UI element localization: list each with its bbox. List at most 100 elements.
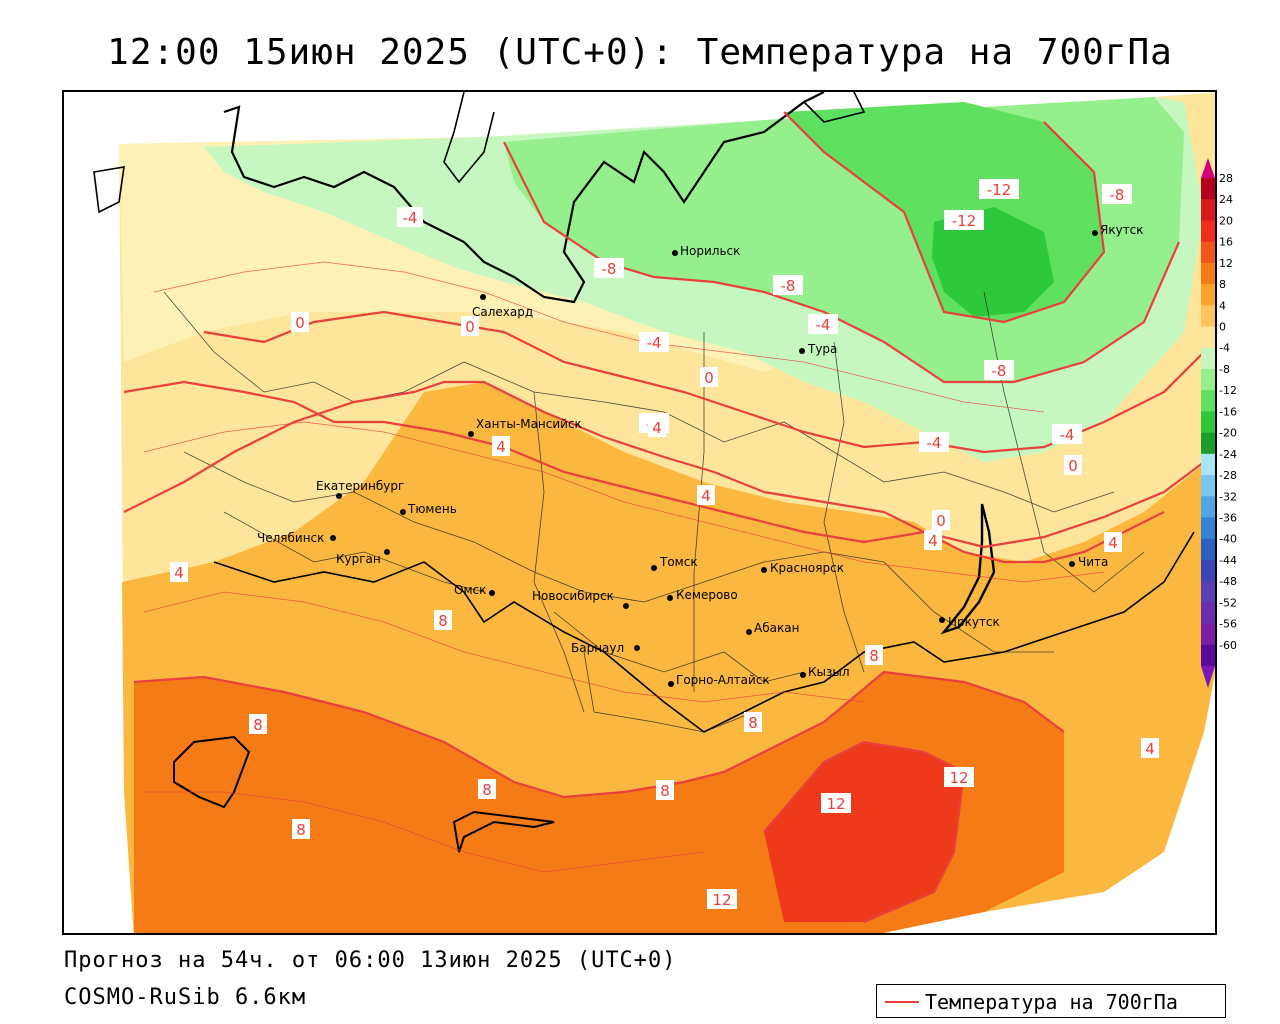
colorbar-cell [1201, 326, 1215, 349]
colorbar-cell [1201, 390, 1215, 412]
city-khanty-mansiysk: Ханты-Мансийск [476, 417, 582, 431]
colorbar-cell [1201, 623, 1215, 646]
isotherm-label: 0 [295, 314, 305, 332]
isotherm-label: -12 [987, 181, 1012, 199]
isotherm-label: 8 [253, 716, 263, 734]
colorbar-tick-label: -44 [1219, 554, 1237, 567]
isotherm-label: 8 [748, 714, 758, 732]
colorbar-top-arrow [1201, 158, 1215, 178]
isotherm-label: 0 [936, 512, 946, 530]
isotherm-label: 12 [712, 891, 731, 909]
lake-balkhash [173, 735, 251, 809]
city-tura: Тура [807, 342, 837, 356]
isotherm-label: 0 [704, 369, 714, 387]
city-novosibirsk: Новосибирск [532, 589, 614, 603]
isotherm-label: -4 [647, 334, 662, 352]
colorbar-cell [1201, 602, 1215, 625]
isotherm-label: 4 [1108, 534, 1118, 552]
colorbar-cell [1201, 284, 1215, 306]
city-tyumen: Тюмень [407, 502, 457, 516]
isotherm-label: 8 [482, 781, 492, 799]
isotherm-label: 4 [652, 419, 662, 437]
colorbar-cell [1201, 178, 1215, 200]
map-title: 12:00 15июн 2025 (UTC+0): Температура на… [107, 32, 1173, 73]
city-ekaterinburg: Екатеринбург [316, 479, 404, 493]
colorbar-cell [1201, 305, 1215, 328]
colorbar-cell [1201, 220, 1215, 243]
isotherm-label: 8 [869, 647, 879, 665]
city-norilsk: Норильск [680, 244, 740, 258]
colorbar-tick-label: 12 [1219, 257, 1233, 270]
colorbar-tick-label: 20 [1219, 214, 1233, 227]
city-yakutsk: Якутск [1100, 223, 1144, 237]
isotherm-label: -4 [927, 434, 942, 452]
colorbar-cell [1201, 496, 1215, 518]
colorbar-tick-label: 16 [1219, 236, 1233, 249]
colorbar-tick-label: -24 [1219, 448, 1237, 461]
lake-khubsugul [452, 810, 555, 853]
colorbar-cell [1201, 644, 1215, 667]
isotherm-label: 0 [1068, 457, 1078, 475]
isotherm-label: 4 [701, 487, 711, 505]
city-kurgan: Курган [336, 552, 381, 566]
legend: Температура на 700гПа [876, 984, 1226, 1018]
isotherm-label: -12 [952, 212, 977, 230]
colorbar-tick-label: -8 [1219, 363, 1230, 376]
colorbar-tick-label: 8 [1219, 278, 1226, 291]
city-tomsk: Томск [659, 555, 698, 569]
isotherm-label: -8 [602, 260, 617, 278]
colorbar-tick-label: -60 [1219, 639, 1237, 652]
colorbar-cell [1201, 559, 1215, 582]
colorbar-tick-label: -28 [1219, 469, 1237, 482]
national-border [213, 531, 1195, 733]
city-kemerovo: Кемерово [676, 588, 738, 602]
city-krasnoyarsk: Красноярск [770, 561, 844, 575]
forecast-info: Прогноз на 54ч. от 06:00 13июн 2025 (UTC… [64, 948, 677, 973]
isotherm-label: 4 [496, 438, 506, 456]
colorbar-tick-label: -16 [1219, 405, 1237, 418]
colorbar-tick-label: -36 [1219, 511, 1237, 524]
colorbar-cell [1201, 411, 1215, 434]
city-barnaul: Барнаул [571, 641, 624, 655]
temperature-colorbar: 28 24 20 16 12 8 4 0 -4 -8 -12 -16 -20 -24 -28 -32 -36 -4… [1201, 158, 1237, 688]
city-kyzyl: Кызыл [808, 665, 850, 679]
colorbar-tick-label: -52 [1219, 596, 1237, 609]
city-gorno-altaysk: Горно-Алтайск [676, 673, 770, 687]
city-irkutsk: Иркутск [948, 615, 1000, 629]
isotherm-label: -4 [816, 316, 831, 334]
colorbar-cell [1201, 199, 1215, 221]
colorbar-bottom-arrow [1201, 666, 1215, 688]
legend-label: Температура на 700гПа [925, 990, 1178, 1014]
colorbar-tick-label: -20 [1219, 427, 1237, 440]
city-chelyabinsk: Челябинск [257, 531, 324, 545]
colorbar-cell [1201, 453, 1215, 476]
colorbar-cell [1201, 538, 1215, 561]
colorbar-tick-label: 4 [1219, 299, 1226, 312]
isotherm-label: 12 [826, 795, 845, 813]
isotherm-label: 4 [1145, 740, 1155, 758]
isotherm-label: 8 [438, 612, 448, 630]
colorbar-cell [1201, 262, 1215, 285]
colorbar-tick-label: 0 [1219, 321, 1226, 334]
temperature-map: Норильск Якутск Салехард Тура Ханты-Манс… [62, 90, 1217, 935]
colorbar-tick-label: -12 [1219, 384, 1237, 397]
colorbar-tick-label: -32 [1219, 490, 1237, 503]
colorbar-cell [1201, 517, 1215, 540]
isotherm-label: 4 [174, 564, 184, 582]
isotherm-label: 0 [465, 318, 475, 336]
coastline [223, 92, 825, 304]
colorbar-cell [1201, 475, 1215, 497]
lake-baikal [940, 503, 996, 635]
colorbar-cell [1201, 347, 1215, 370]
colorbar-tick-label: -40 [1219, 533, 1237, 546]
isotherm-label: 12 [949, 769, 968, 787]
isotherm-label: -8 [781, 277, 796, 295]
colorbar-cell [1201, 432, 1215, 455]
isotherm-label: -8 [1110, 186, 1125, 204]
colorbar-tick-label: -56 [1219, 618, 1237, 631]
isotherm-label: 4 [928, 532, 938, 550]
colorbar-tick-label: -48 [1219, 575, 1237, 588]
warm-region-12 [764, 742, 964, 922]
isotherm-label: 8 [296, 821, 306, 839]
colorbar-cell [1201, 368, 1215, 391]
